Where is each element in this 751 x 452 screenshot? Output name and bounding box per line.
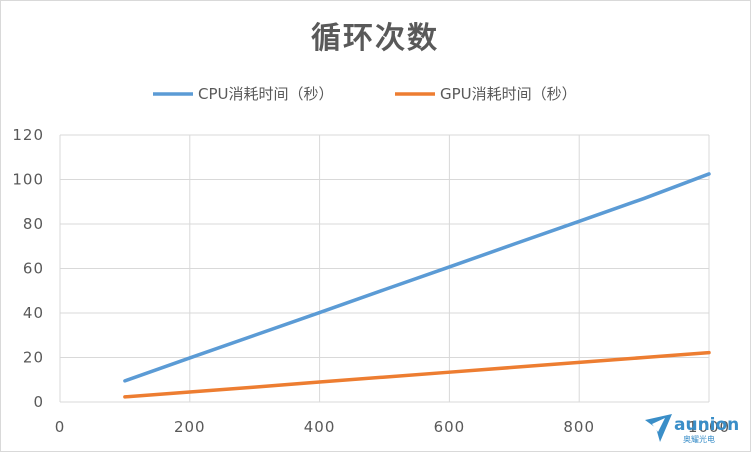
series-lines xyxy=(123,172,711,399)
x-tick-label: 400 xyxy=(304,418,336,436)
x-tick-label: 200 xyxy=(174,418,206,436)
logo-subtitle: 奥耀光电 xyxy=(683,434,715,444)
logo-mark-cutout xyxy=(652,418,665,432)
series-line-1 xyxy=(123,350,711,399)
y-tick-label: 100 xyxy=(12,171,44,189)
y-tick-label: 20 xyxy=(23,349,44,367)
y-tick-label: 0 xyxy=(33,393,44,411)
aunion-logo: aunion 奥耀光电 xyxy=(645,414,739,444)
legend: CPU消耗时间（秒） GPU消耗时间（秒） xyxy=(153,85,577,103)
y-tick-label: 80 xyxy=(23,215,44,233)
y-tick-label: 60 xyxy=(23,260,44,278)
gridlines xyxy=(59,134,710,403)
chart-title: 循环次数 xyxy=(311,21,439,56)
logo-name: aunion xyxy=(674,415,739,435)
x-tick-label: 0 xyxy=(55,418,66,436)
x-tick-label: 1000 xyxy=(688,418,730,436)
legend-label-0: CPU消耗时间（秒） xyxy=(198,85,334,103)
y-tick-label: 120 xyxy=(12,126,44,144)
x-axis-ticks: 0 200 400 600 800 1000 xyxy=(55,418,730,436)
series-line-0 xyxy=(123,172,711,383)
x-tick-label: 600 xyxy=(434,418,466,436)
legend-label-1: GPU消耗时间（秒） xyxy=(440,85,577,103)
x-tick-label: 800 xyxy=(563,418,595,436)
y-tick-label: 40 xyxy=(23,304,44,322)
y-axis-ticks: 0 20 40 60 80 100 120 xyxy=(12,126,44,411)
